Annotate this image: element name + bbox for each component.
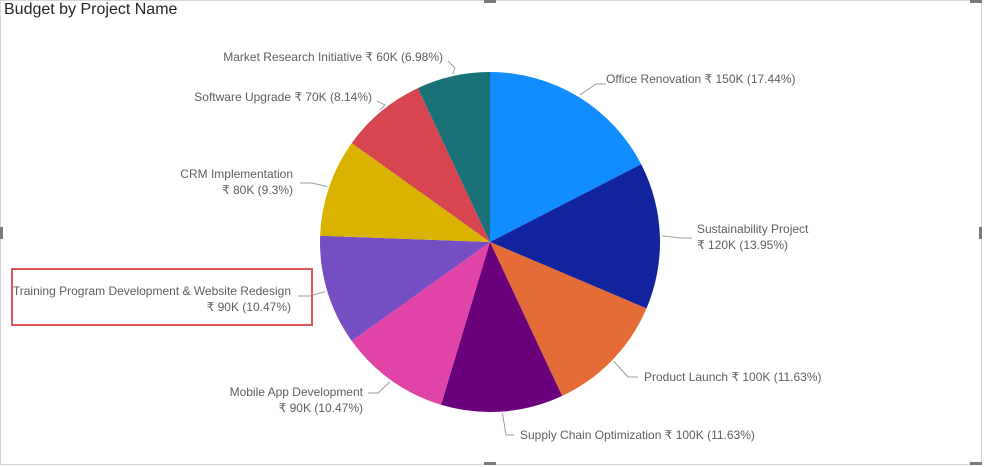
data-label: Sustainability Project xyxy=(697,222,809,236)
leader-line xyxy=(300,182,328,187)
data-label: Software Upgrade ₹ 70K (8.14%) xyxy=(194,90,372,104)
data-label: Product Launch ₹ 100K (11.63%) xyxy=(644,370,822,384)
pie-slice-crm-implementation[interactable] xyxy=(320,143,490,242)
pie-slice-sustainability-project[interactable] xyxy=(490,164,660,309)
resize-handle-top[interactable] xyxy=(484,0,496,3)
highlight-box xyxy=(11,268,313,326)
leader-line xyxy=(376,100,386,111)
leader-line xyxy=(368,381,391,394)
leader-line xyxy=(502,413,514,436)
resize-handle-left[interactable] xyxy=(0,227,3,239)
data-label: ₹ 120K (13.95%) xyxy=(697,238,788,252)
pie-slice-office-renovation[interactable] xyxy=(490,72,642,242)
data-label: ₹ 90K (10.47%) xyxy=(207,300,291,314)
leader-line xyxy=(661,235,692,239)
pie-slice-software-upgrade[interactable] xyxy=(351,88,490,243)
pie-slice-training-program-development-website-redesign[interactable] xyxy=(319,235,490,341)
data-label: Market Research Initiative ₹ 60K (6.98%) xyxy=(223,50,443,64)
data-label: CRM Implementation xyxy=(180,167,293,181)
data-label: ₹ 80K (9.3%) xyxy=(222,183,293,197)
resize-handle-bottom[interactable] xyxy=(484,462,496,465)
chart-title: Budget by Project Name xyxy=(4,1,178,18)
data-label: Office Renovation ₹ 150K (17.44%) xyxy=(606,72,796,86)
leader-line xyxy=(579,83,606,96)
leader-line xyxy=(613,361,638,378)
data-label: ₹ 90K (10.47%) xyxy=(279,401,363,415)
leader-line xyxy=(298,291,326,297)
resize-handle-top-right[interactable] xyxy=(970,0,982,3)
leader-line xyxy=(447,60,456,75)
data-label: Mobile App Development xyxy=(230,385,364,399)
pie-slice-mobile-app-development[interactable] xyxy=(351,242,490,405)
pie-slice-supply-chain-optimization[interactable] xyxy=(441,242,563,412)
resize-handle-bottom-right[interactable] xyxy=(970,462,982,465)
data-label: Training Program Development & Website R… xyxy=(13,284,291,298)
pie-slice-market-research-initiative[interactable] xyxy=(417,72,490,242)
resize-handle-right[interactable] xyxy=(979,227,982,239)
pie-slice-product-launch[interactable] xyxy=(490,242,647,396)
data-label: Supply Chain Optimization ₹ 100K (11.63%… xyxy=(520,428,755,442)
